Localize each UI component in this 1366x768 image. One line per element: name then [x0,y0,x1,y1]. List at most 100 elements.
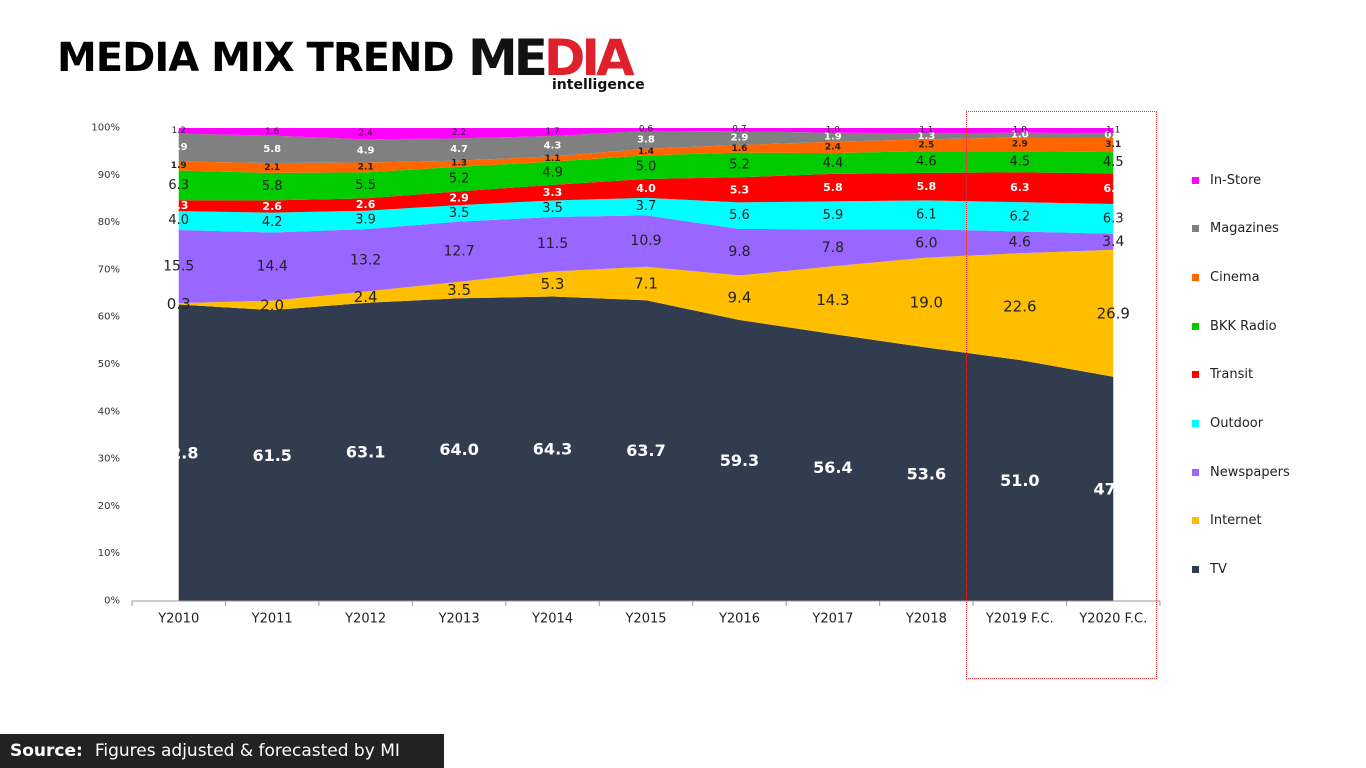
x-tick-label: Y2012 [344,612,386,627]
data-label-outdoor: 5.9 [823,208,844,223]
data-label-bkk-radio: 5.2 [449,172,470,187]
data-label-in-store: 2.2 [452,128,466,138]
data-label-outdoor: 3.7 [636,199,657,214]
media-intelligence-logo: MEDIA intelligence [468,30,648,100]
data-label-in-store: 1.2 [172,126,186,136]
data-label-in-store: 1.6 [265,127,280,137]
legend-swatch [1192,517,1199,525]
data-label-tv: 61.5 [252,446,291,465]
data-label-newspapers: 4.6 [1009,234,1031,250]
data-label-internet: 7.1 [634,275,658,293]
legend-swatch [1192,420,1199,427]
x-tick-label: Y2010 [157,612,199,627]
data-label-cinema: 2.9 [1012,139,1028,149]
data-label-tv: 53.6 [907,465,946,484]
series-area-magazines [178,130,1114,164]
forecast-highlight-box [966,111,1157,679]
series-area-internet [178,249,1114,377]
data-label-transit: 2.6 [262,200,282,213]
x-tick-label: Y2016 [718,612,760,627]
data-label-transit: 5.8 [917,180,937,193]
data-label-tv: 59.3 [720,451,759,470]
data-label-transit: 5.3 [730,183,750,196]
legend-label: Magazines [1210,221,1279,237]
data-label-internet: 22.6 [1003,298,1036,316]
logo-word: MEDIA [468,29,635,87]
data-label-tv: 56.4 [813,458,852,477]
y-tick-label: 80% [98,217,120,228]
data-label-magazines: 5.9 [170,142,188,153]
legend-swatch [1192,371,1199,379]
x-tick-label: Y2011 [251,612,293,627]
data-label-outdoor: 3.5 [542,201,563,216]
data-label-tv: 47.5 [1094,479,1133,498]
logo-word-part-red: DIA [543,29,635,87]
data-label-outdoor: 6.1 [916,207,937,222]
data-label-tv: 62.8 [159,443,198,462]
data-label-cinema: 1.1 [545,154,561,164]
data-label-magazines: 0.9 [1104,130,1122,141]
data-label-newspapers: 6.0 [915,235,937,251]
data-label-bkk-radio: 6.3 [168,178,189,193]
data-label-internet: 3.5 [447,281,471,299]
data-label-outdoor: 5.6 [729,208,750,223]
series-area-newspapers [178,215,1114,304]
data-label-in-store: 1.1 [919,126,933,136]
x-tick-label: Y2020 F.C. [1078,612,1147,627]
data-label-outdoor: 6.2 [1009,209,1030,224]
data-label-tv: 63.1 [346,442,385,461]
data-label-internet: 26.9 [1097,304,1130,322]
data-label-bkk-radio: 4.9 [542,166,563,181]
data-label-bkk-radio: 5.8 [262,179,283,194]
data-label-tv: 64.3 [533,439,572,458]
data-label-internet: 2.4 [354,288,378,306]
series-area-outdoor [178,197,1114,234]
source-note: Source: Figures adjusted & forecasted by… [0,734,444,768]
data-label-newspapers: 12.7 [444,244,475,260]
data-label-outdoor: 4.2 [262,215,283,230]
data-label-newspapers: 11.5 [537,236,568,252]
data-label-internet: 0.3 [167,295,191,313]
data-label-transit: 2.9 [449,192,469,205]
data-label-magazines: 4.9 [357,145,375,156]
data-label-newspapers: 10.9 [630,233,661,249]
data-label-in-store: 1.0 [826,125,841,135]
data-label-in-store: 1.7 [545,127,559,137]
legend-label: BKK Radio [1210,318,1277,334]
series-area-cinema [178,137,1114,173]
x-tick-label: Y2018 [905,612,947,627]
x-tick-label: Y2014 [531,612,573,627]
data-label-bkk-radio: 4.4 [823,156,844,171]
data-label-transit: 6.3 [1010,181,1030,194]
data-label-transit: 2.6 [356,198,376,211]
y-tick-label: 30% [98,454,120,465]
data-label-cinema: 2.4 [825,142,841,152]
data-label-outdoor: 4.0 [168,213,189,228]
legend-item-outdoor: Outdoor [1192,414,1263,434]
data-label-magazines: 3.8 [637,134,655,145]
data-labels: 62.8 61.5 63.1 64.0 64.3 63.7 59.3 56.4 53.6 51.0… [159,124,1133,498]
data-label-bkk-radio: 5.2 [729,157,750,172]
data-label-in-store: 1.1 [1106,126,1120,136]
data-label-magazines: 4.3 [544,141,562,152]
series-area-tv [178,296,1114,601]
data-label-in-store: 2.4 [358,129,373,139]
legend-item-transit: Transit [1192,365,1253,385]
data-label-transit: 3.3 [543,186,563,199]
legend-item-magazines: Magazines [1192,219,1279,239]
data-label-internet: 19.0 [910,294,943,312]
data-label-internet: 5.3 [541,275,565,293]
data-label-bkk-radio: 5.5 [355,178,376,193]
data-label-internet: 14.3 [816,291,849,309]
series-area-bkk-radio [178,151,1114,201]
data-label-tv: 51.0 [1000,471,1039,490]
data-label-outdoor: 6.3 [1103,211,1124,226]
series-area-in-store [178,128,1114,140]
x-tick-label: Y2015 [624,612,666,627]
y-tick-label: 50% [98,359,120,370]
data-label-tv: 64.0 [439,440,478,459]
data-label-in-store: 0.7 [732,125,746,135]
logo-word-part-black: ME [468,29,548,87]
source-label: Source: [10,741,83,761]
x-tick-label: Y2019 F.C. [985,612,1054,627]
